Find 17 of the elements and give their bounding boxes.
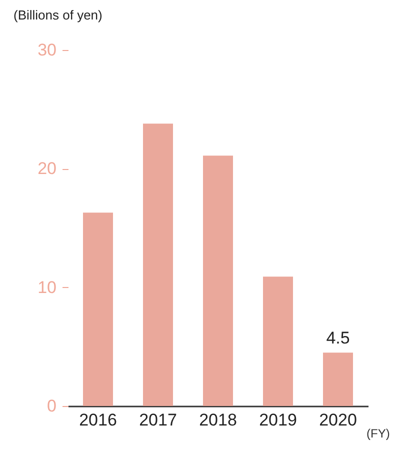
bar: [203, 156, 233, 406]
y-tick-label: 10: [38, 278, 56, 297]
x-axis-title: (FY): [366, 426, 390, 440]
x-tick-label: 2017: [139, 410, 177, 430]
y-axis-title: (Billions of yen): [14, 8, 102, 22]
y-tick-label: 20: [38, 159, 56, 178]
x-tick-label: 2016: [79, 410, 117, 430]
x-tick-label: 2020: [319, 410, 357, 430]
data-label: 4.5: [326, 328, 350, 348]
bar: [83, 212, 113, 406]
bar: [263, 276, 293, 406]
y-tick-label: 30: [38, 40, 56, 60]
y-tick-label: 0: [47, 396, 56, 416]
x-tick-label: 2019: [259, 410, 297, 430]
bar: [143, 124, 173, 406]
x-tick-label: 2018: [199, 410, 237, 430]
bar: [323, 352, 353, 406]
